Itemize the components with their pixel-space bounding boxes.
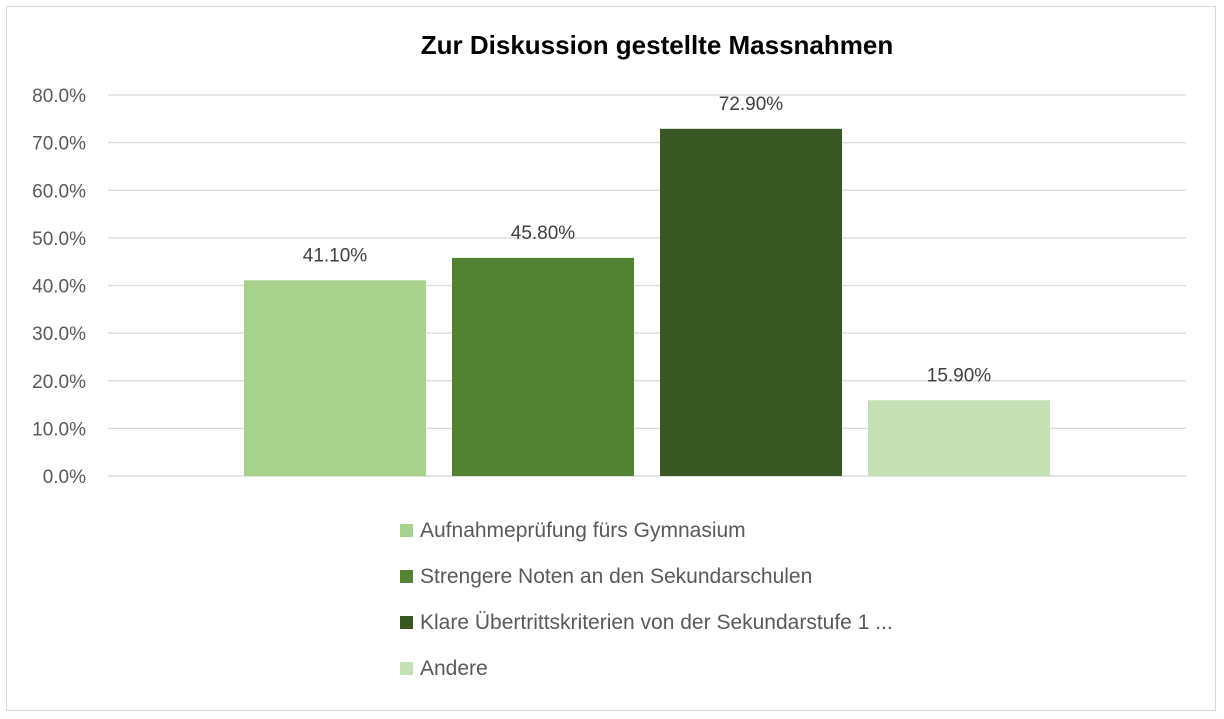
legend-label: Strengere Noten an den Sekundarschulen: [420, 565, 812, 588]
bar: [868, 400, 1050, 476]
bar: [660, 128, 842, 476]
y-axis: 0.0% 10.0% 20.0% 30.0% 40.0% 50.0% 60.0% 70.0% 8…: [32, 86, 86, 488]
data-label: 72.90%: [719, 94, 784, 115]
chart-title: Zur Diskussion gestellte Massnahmen: [421, 30, 893, 60]
y-tick-label: 60.0%: [32, 181, 86, 202]
y-tick-label: 0.0%: [43, 467, 86, 488]
legend-swatch: [400, 524, 413, 537]
data-label: 45.80%: [511, 223, 576, 244]
data-label: 15.90%: [927, 365, 992, 386]
data-labels: 41.10% 45.80% 72.90% 15.90%: [303, 94, 992, 386]
legend-label: Aufnahmeprüfung fürs Gymnasium: [420, 519, 746, 542]
bar: [452, 257, 634, 476]
legend-label: Andere: [420, 657, 488, 680]
y-tick-label: 80.0%: [32, 86, 86, 107]
y-tick-label: 50.0%: [32, 229, 86, 250]
data-label: 41.10%: [303, 245, 368, 266]
bars: [244, 128, 1050, 476]
y-tick-label: 40.0%: [32, 277, 86, 298]
bar: [244, 280, 426, 476]
y-tick-label: 70.0%: [32, 134, 86, 155]
legend-swatch: [400, 616, 413, 629]
y-tick-label: 30.0%: [32, 324, 86, 345]
y-tick-label: 10.0%: [32, 419, 86, 440]
legend: Aufnahmeprüfung fürs Gymnasium Strengere …: [400, 519, 893, 680]
legend-swatch: [400, 570, 413, 583]
legend-swatch: [400, 662, 413, 675]
y-tick-label: 20.0%: [32, 372, 86, 393]
legend-label: Klare Übertrittskriterien von der Sekund…: [420, 611, 893, 634]
